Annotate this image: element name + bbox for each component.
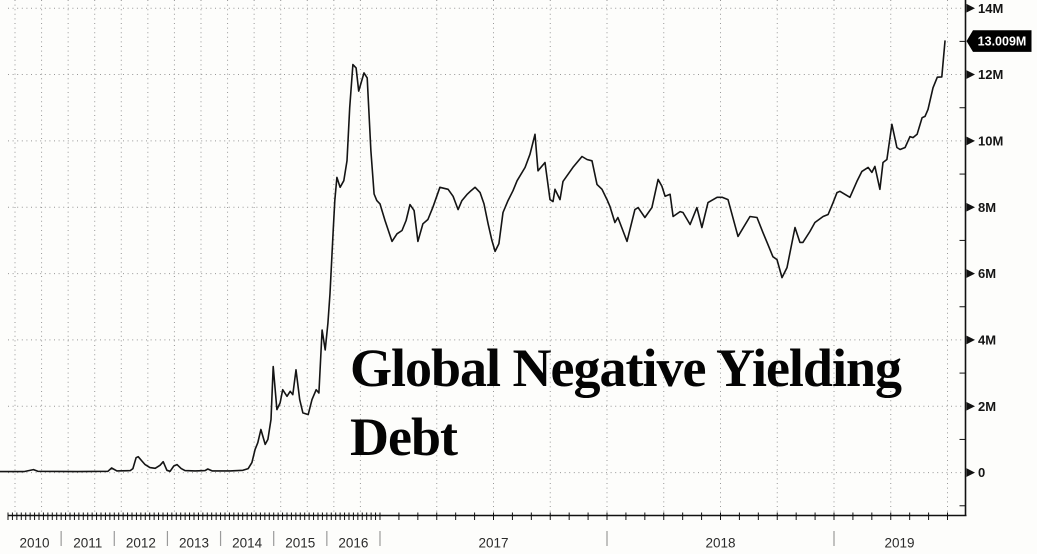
- last-price-flag-shape: [966, 30, 1032, 52]
- year-label: 2011: [73, 536, 102, 551]
- y-tick-label: 8M: [978, 200, 996, 215]
- y-tick-label: 12M: [978, 67, 1003, 82]
- last-price-flag: 13.009M: [966, 30, 1032, 52]
- y-tick-arrow-icon: [966, 269, 975, 278]
- y-tick-arrow-icon: [966, 70, 975, 79]
- year-label: 2019: [884, 536, 914, 551]
- y-tick-label: 10M: [978, 134, 1003, 149]
- year-label: 2016: [338, 536, 368, 551]
- y-tick-label: 0: [978, 465, 985, 480]
- year-label: 2012: [126, 536, 156, 551]
- grid: [8, 0, 965, 515]
- y-tick-arrow-icon: [966, 136, 975, 146]
- y-tick-arrow-icon: [966, 202, 975, 212]
- y-tick-arrow-icon: [966, 401, 975, 411]
- y-tick-label: 14M: [978, 1, 1003, 16]
- year-label: 2018: [705, 536, 735, 551]
- y-tick-arrow-icon: [966, 335, 975, 345]
- y-tick-arrow-icon: [966, 468, 975, 477]
- x-axis-ticks: [7, 512, 948, 520]
- year-label: 2013: [179, 536, 209, 551]
- y-tick-arrow-icon: [966, 3, 975, 13]
- year-label: 2014: [232, 536, 263, 551]
- year-label: 2015: [285, 536, 315, 551]
- year-label: 2017: [478, 536, 508, 551]
- y-tick-label: 6M: [978, 266, 996, 281]
- last-price-label: 13.009M: [978, 35, 1027, 49]
- y-tick-label: 4M: [978, 333, 996, 348]
- year-label: 2010: [20, 536, 50, 551]
- y-tick-label: 2M: [978, 399, 996, 414]
- price-line: [0, 40, 946, 473]
